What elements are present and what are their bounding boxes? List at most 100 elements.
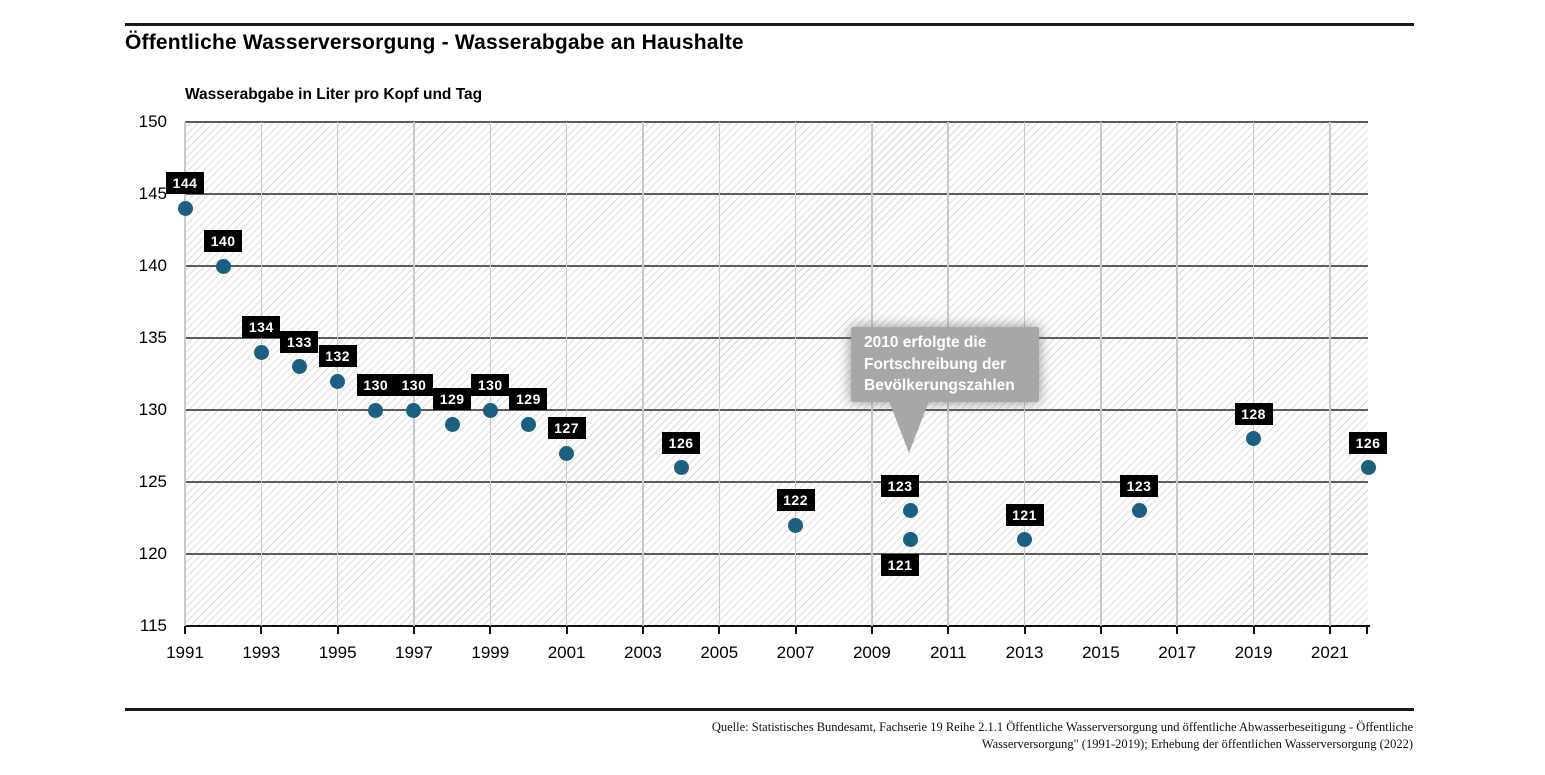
- annotation-callout-tail: [887, 396, 931, 453]
- x-tick-mark: [794, 627, 797, 634]
- data-point: [330, 373, 346, 389]
- h-gridline: [185, 121, 1368, 123]
- source-line-1: Quelle: Statistisches Bundesamt, Fachser…: [711, 720, 1413, 734]
- x-tick-label: 2017: [1158, 643, 1197, 662]
- data-point: [368, 402, 384, 418]
- y-tick-label: 120: [138, 544, 167, 563]
- v-gridline: [718, 122, 720, 626]
- y-tick-label: 115: [139, 616, 167, 635]
- x-tick-label: 2005: [700, 643, 739, 662]
- chart-axis-title: Wasserabgabe in Liter pro Kopf und Tag: [185, 86, 483, 103]
- v-gridline: [1329, 122, 1331, 626]
- source-line-2: Wasserversorgung" (1991-2019); Erhebung …: [981, 736, 1413, 751]
- x-tick-label: 2019: [1234, 643, 1273, 662]
- x-tick-label: 2009: [852, 643, 891, 662]
- x-tick-mark: [489, 627, 492, 634]
- x-tick-mark: [870, 627, 873, 634]
- data-point-label: 130: [356, 374, 395, 396]
- data-point-label: 140: [204, 230, 243, 252]
- data-point-label: 132: [318, 345, 357, 368]
- data-point: [520, 416, 536, 432]
- annotation-callout: 2010 erfolgte die Fortschreibung der Bev…: [851, 327, 1039, 402]
- x-tick-label: 2001: [547, 643, 586, 662]
- data-point: [253, 344, 269, 360]
- data-point-label: 121: [1005, 503, 1044, 526]
- h-gridline: [185, 193, 1368, 195]
- data-point: [559, 445, 575, 461]
- annotation-line: Bevölkerungszahlen: [864, 377, 1015, 394]
- x-tick-mark: [1176, 627, 1179, 634]
- x-axis-line: [184, 624, 1370, 627]
- data-point: [1017, 532, 1033, 548]
- data-point-label: 123: [881, 474, 920, 497]
- data-point: [1246, 431, 1262, 447]
- y-tick-label: 125: [138, 472, 167, 491]
- v-gridline: [565, 122, 568, 626]
- x-tick-label: 1993: [242, 643, 281, 662]
- h-gridline: [185, 553, 1368, 555]
- h-gridline: [185, 409, 1368, 411]
- x-tick-mark: [641, 627, 644, 634]
- data-point-label: 133: [280, 330, 319, 353]
- data-point-label: 126: [662, 431, 701, 454]
- y-tick-label: 150: [138, 112, 167, 131]
- annotation-line: 2010 erfolgte die: [864, 334, 987, 351]
- data-point: [444, 416, 460, 432]
- data-point-label: 130: [394, 374, 433, 396]
- data-point: [1360, 460, 1376, 476]
- x-tick-mark: [260, 627, 263, 634]
- v-gridline: [1100, 122, 1102, 626]
- x-tick-mark: [718, 627, 721, 634]
- data-point-label: 121: [881, 553, 920, 576]
- x-tick-mark: [1252, 627, 1255, 634]
- bottom-divider: [125, 708, 1414, 711]
- x-tick-label: 1999: [471, 643, 510, 662]
- x-tick-mark: [947, 627, 950, 634]
- x-tick-label: 2013: [1005, 643, 1044, 662]
- y-tick-label: 140: [138, 256, 167, 275]
- data-point-label: 127: [547, 417, 586, 440]
- data-point-label: 129: [433, 388, 472, 411]
- x-tick-mark: [1023, 627, 1026, 634]
- data-point: [788, 517, 804, 533]
- x-tick-label: 2011: [929, 643, 967, 662]
- x-tick-label: 2007: [776, 643, 815, 662]
- x-axis-end-tick: [1366, 627, 1368, 634]
- data-point: [177, 200, 193, 216]
- data-point: [673, 460, 689, 476]
- source-note: Quelle: Statistisches Bundesamt, Fachser…: [0, 719, 1413, 752]
- x-tick-mark: [1328, 627, 1331, 634]
- page-title: Öffentliche Wasserversorgung - Wasserabg…: [125, 31, 744, 54]
- data-point: [482, 402, 498, 418]
- data-point-label: 123: [1120, 474, 1159, 497]
- x-tick-mark: [336, 627, 339, 634]
- h-gridline: [185, 265, 1368, 267]
- data-point-label: 126: [1349, 431, 1387, 454]
- data-point-label: 128: [1234, 402, 1273, 425]
- top-divider: [125, 23, 1414, 26]
- x-tick-mark: [565, 627, 568, 634]
- x-tick-label: 2003: [624, 643, 662, 662]
- x-tick-label: 2015: [1081, 643, 1120, 662]
- annotation-line: Fortschreibung der: [864, 355, 1007, 373]
- x-tick-label: 1997: [395, 643, 433, 662]
- data-point-label: 144: [166, 172, 204, 195]
- data-point-label: 129: [509, 388, 548, 411]
- x-tick-label: 1991: [166, 643, 204, 662]
- data-point-label: 122: [776, 489, 815, 512]
- v-gridline: [184, 122, 186, 626]
- data-point: [1131, 503, 1147, 519]
- y-tick-label: 130: [138, 400, 167, 419]
- h-gridline: [185, 481, 1368, 483]
- x-tick-mark: [1099, 627, 1102, 634]
- v-gridline: [1252, 122, 1255, 626]
- data-point: [291, 359, 307, 375]
- data-point-label: 130: [471, 374, 510, 396]
- y-tick-label: 135: [138, 328, 167, 347]
- v-gridline: [260, 122, 263, 626]
- y-tick-label: 145: [138, 184, 167, 203]
- data-point: [215, 258, 231, 274]
- x-tick-mark: [184, 627, 186, 634]
